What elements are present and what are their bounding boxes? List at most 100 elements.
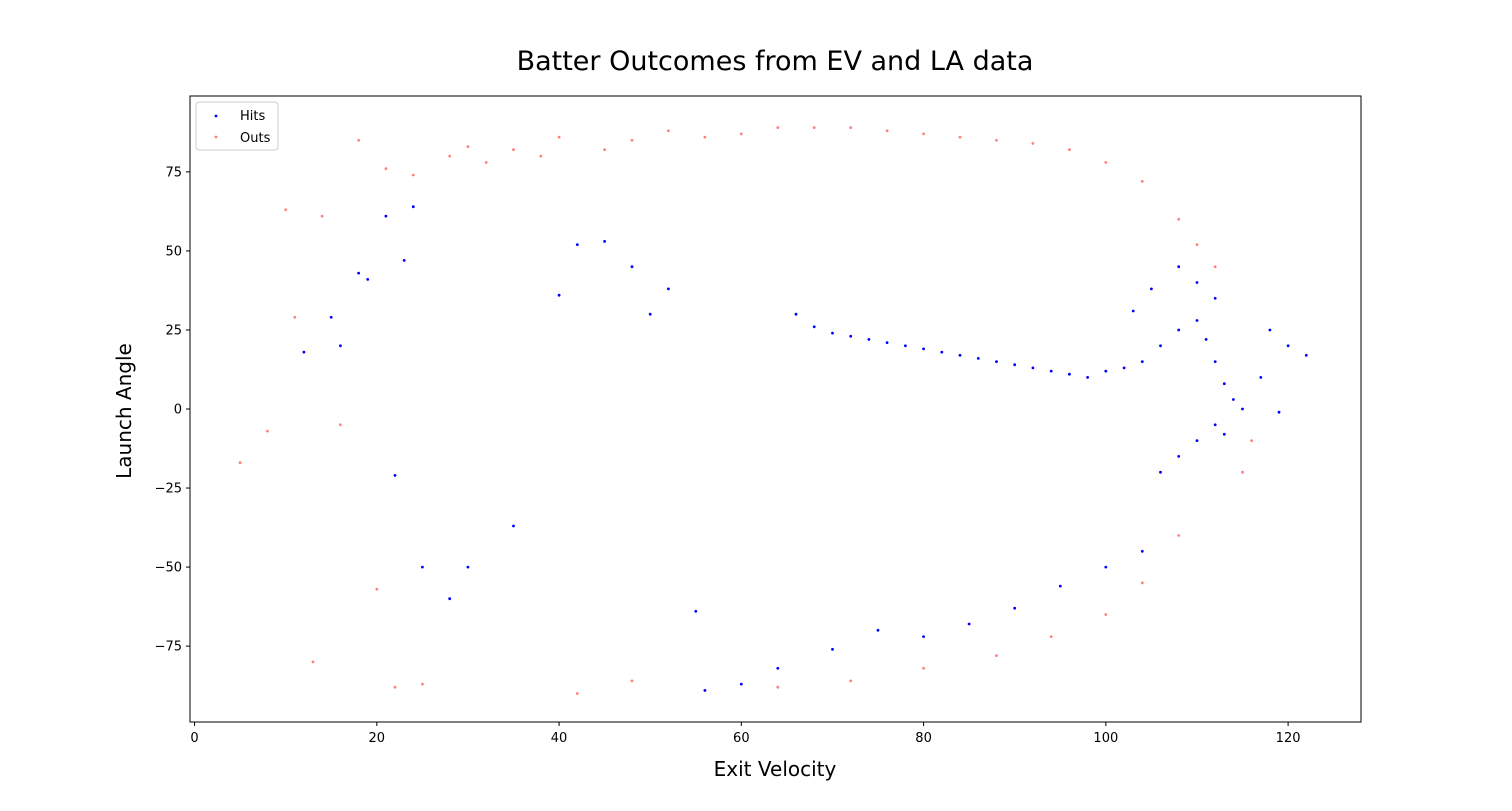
outs-point [1195, 243, 1199, 247]
outs-point [922, 666, 925, 670]
legend-label-hits: Hits [240, 109, 265, 124]
hits-point [1104, 565, 1108, 569]
hits-point [867, 338, 871, 341]
hits-point [512, 524, 515, 528]
hits-point [339, 344, 342, 348]
outs-point [958, 135, 962, 139]
x-tick-label: 100 [1093, 731, 1118, 746]
outs-point [448, 154, 452, 158]
hits-point [1013, 363, 1017, 367]
outs-point [849, 126, 853, 129]
outs-point [1140, 180, 1144, 183]
hits-point [357, 271, 360, 275]
outs-point [484, 161, 488, 164]
outs-point [885, 129, 889, 133]
hits-point [1058, 584, 1062, 588]
outs-point [1213, 265, 1217, 269]
outs-point [284, 208, 288, 212]
hits-point [1150, 287, 1153, 291]
hits-point [1213, 296, 1217, 300]
outs-point [339, 423, 342, 427]
hits-point [421, 565, 424, 569]
outs-point [630, 138, 634, 142]
outs-point [320, 214, 324, 218]
hits-point [995, 360, 998, 363]
hits-point [329, 315, 333, 319]
outs-point [311, 660, 315, 664]
axes-layer: 0 20 40 60 80 100 120 −75 −50 −25 0 25 50 75 [155, 165, 1301, 746]
outs-point [384, 167, 388, 171]
outs-point [466, 145, 470, 149]
hits-point [904, 344, 907, 348]
hits-point [1068, 372, 1071, 376]
hits-point [1131, 309, 1135, 313]
outs-point [266, 429, 269, 433]
outs-point [603, 148, 606, 152]
hits-point [976, 357, 980, 360]
hits-point [384, 214, 388, 218]
hits-point [703, 689, 707, 692]
hits-point [922, 635, 925, 638]
hits-point [694, 609, 698, 613]
hits-point [402, 259, 406, 262]
legend-label-outs: Outs [240, 131, 271, 146]
hits-point [1140, 549, 1144, 553]
y-tick-label: 75 [165, 165, 182, 180]
x-tick-label: 40 [551, 731, 568, 746]
hits-point [1177, 265, 1181, 269]
outs-point [539, 154, 543, 158]
hits-point [831, 647, 834, 651]
y-tick-label: −25 [155, 482, 182, 497]
hits-point [557, 293, 561, 297]
outs-point [411, 173, 415, 177]
x-tick-label: 60 [733, 731, 750, 746]
outs-point [995, 654, 998, 657]
hits-point [958, 353, 962, 357]
hits-point [1013, 606, 1017, 610]
hits-point [1241, 407, 1244, 411]
y-axis-title: Launch Angle [112, 343, 136, 479]
plot-frame [189, 95, 1362, 723]
hits-point [1259, 376, 1263, 379]
hits-point [603, 240, 606, 243]
outs-point [630, 679, 634, 683]
hits-point [1304, 353, 1308, 357]
outs-point [238, 461, 242, 465]
hits-point [575, 243, 579, 247]
outs-point [1241, 470, 1244, 474]
hits-point [885, 341, 889, 344]
hits-point [1159, 344, 1162, 348]
chart-title: Batter Outcomes from EV and LA data [517, 46, 1034, 77]
outs-point [557, 135, 561, 139]
outs-point [1104, 161, 1108, 164]
x-tick-label: 20 [369, 731, 386, 746]
hits-point [812, 325, 816, 329]
hits-point [1268, 328, 1272, 332]
hits-point [1177, 328, 1181, 332]
x-axis-title: Exit Velocity [714, 757, 837, 781]
hits-point [940, 350, 944, 354]
outs-point [922, 132, 925, 136]
outs-point [1049, 635, 1053, 638]
hits-point [1049, 369, 1053, 373]
outs-point [1177, 534, 1181, 537]
hits-point [1222, 382, 1226, 386]
outs-point [512, 148, 515, 152]
hits-point [876, 628, 880, 632]
outs-point [1068, 148, 1071, 152]
legend: Hits Outs [195, 101, 279, 151]
hits-point [1232, 398, 1235, 401]
hits-point [831, 331, 834, 335]
hits-point [1286, 344, 1290, 348]
outs-point [667, 129, 670, 133]
outs-point [995, 138, 998, 142]
hits-point [1195, 439, 1199, 442]
hits-point [1204, 338, 1208, 341]
hits-point [1031, 366, 1035, 370]
x-tick-label: 120 [1276, 731, 1301, 746]
hits-point [794, 312, 798, 316]
outs-point [375, 587, 379, 591]
hits-point [849, 334, 853, 338]
hits-point [1140, 360, 1144, 363]
